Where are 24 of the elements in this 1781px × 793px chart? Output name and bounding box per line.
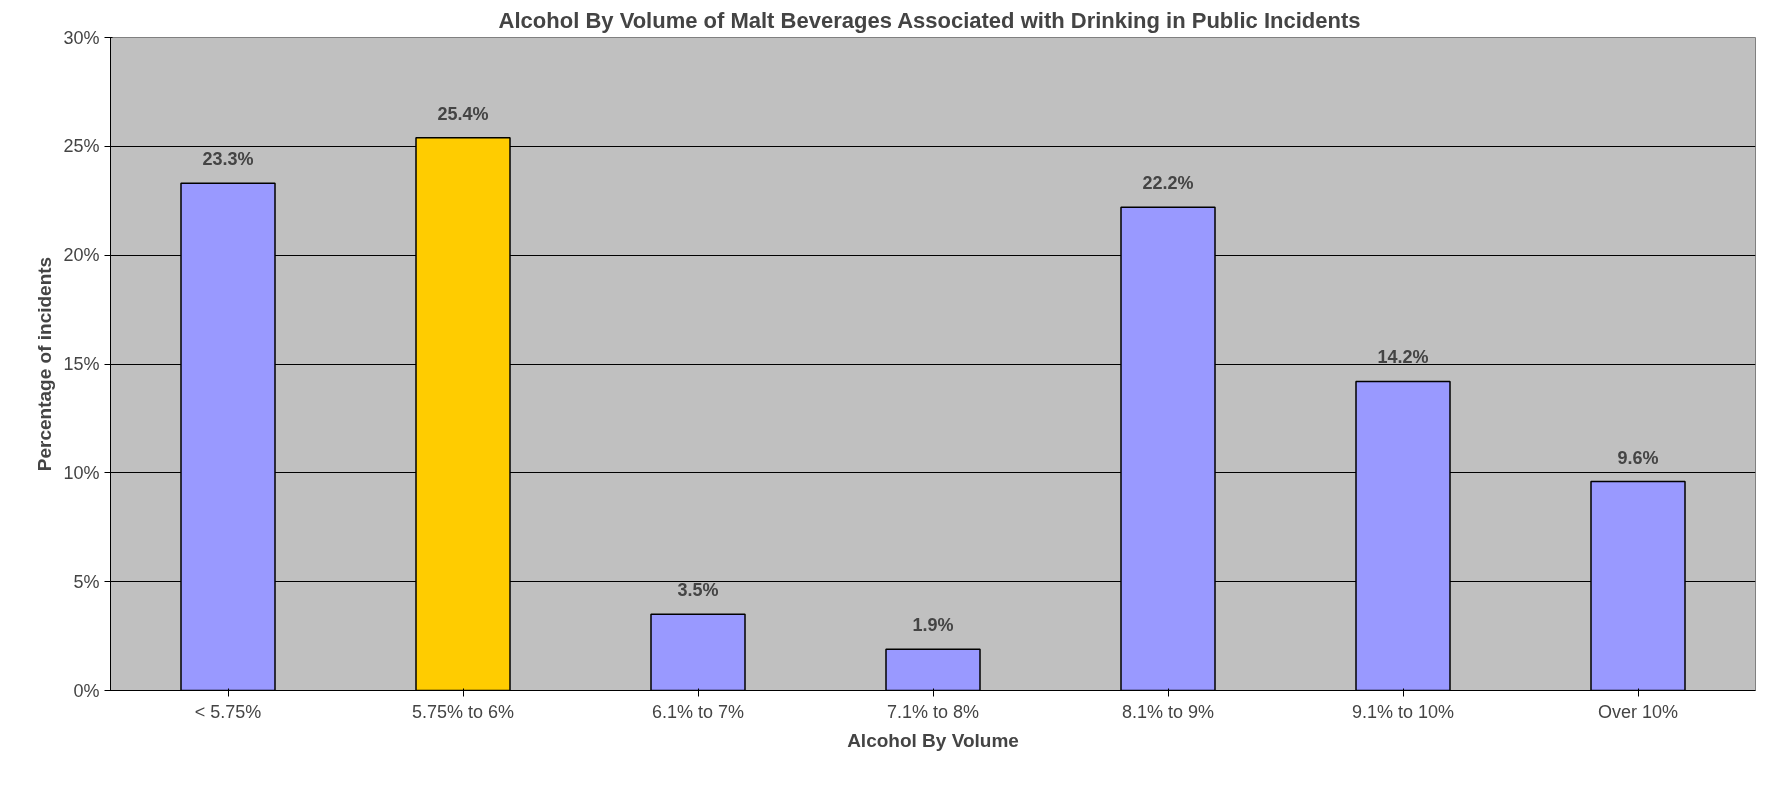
data-label: 22.2% [1142,173,1194,194]
x-axis-title: Alcohol By Volume [847,729,1019,751]
data-label: 25.4% [437,103,489,124]
y-tick-label: 15% [63,354,100,374]
chart-title: Alcohol By Volume of Malt Beverages Associated with Drinking in Public Incidents [498,7,1361,33]
y-tick-label: 10% [63,462,100,483]
x-tick-label: 9.1% to 10% [1351,701,1455,722]
x-tick-label: Over 10% [1597,701,1679,722]
x-tick-label: 6.1% to 7% [651,701,745,722]
data-label: 23.3% [202,149,254,170]
y-tick-label: 5% [73,571,100,592]
data-label: 1.9% [912,615,954,636]
data-label: 3.5% [677,580,719,601]
y-axis-title: Percentage of incidents [34,256,56,472]
x-tick-label: < 5.75% [194,701,262,722]
data-label: 9.6% [1617,447,1659,468]
y-tick-label: 30% [63,27,100,48]
x-tick-label: 7.1% to 8% [886,701,980,722]
x-tick-label: 5.75% to 6% [411,701,515,722]
x-tick-label: 8.1% to 9% [1121,701,1215,722]
y-tick-label: 20% [63,245,100,266]
y-tick-label: 25% [63,136,100,157]
y-tick-label: 0% [73,680,100,701]
data-label: 14.2% [1377,347,1429,368]
